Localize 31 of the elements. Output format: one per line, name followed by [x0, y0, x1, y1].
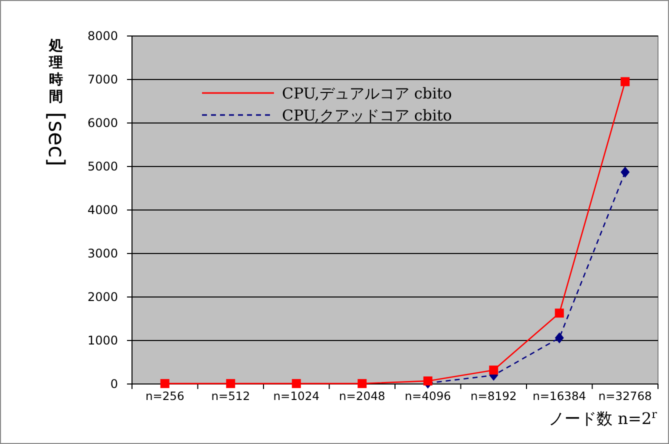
y-axis-title: 処理時間[sec] [43, 38, 68, 166]
point [160, 379, 170, 388]
x-tick-label: n=2048 [339, 389, 386, 403]
point [489, 366, 498, 375]
y-tick-label: 0 [110, 377, 118, 392]
y-tick-label: 1000 [87, 334, 118, 348]
legend-label: CPU,デュアルコア cbito [282, 84, 452, 102]
point [358, 379, 367, 388]
x-tick-label: n=8192 [470, 389, 517, 403]
x-tick-label: n=256 [145, 389, 184, 403]
point [423, 376, 432, 386]
legend-label: CPU,クアッドコア cbito [282, 106, 452, 124]
point [292, 379, 301, 388]
y-tick-label: 3000 [87, 246, 118, 261]
x-tick-label: n=16384 [532, 389, 586, 403]
y-tick-label: 7000 [87, 72, 118, 87]
x-axis-title: ノード数 n=2$^{r}$ [548, 408, 658, 428]
y-tick-label: 6000 [87, 116, 118, 130]
y-tick-label: 4000 [87, 203, 118, 218]
x-tick-label: n=4096 [404, 389, 451, 403]
point [226, 379, 236, 388]
point [620, 166, 630, 178]
point [554, 308, 564, 318]
point [620, 77, 630, 86]
y-tick-label: 5000 [87, 160, 118, 174]
x-tick-label: n=32768 [598, 389, 652, 403]
point [554, 332, 564, 344]
x-tick-label: n=512 [211, 389, 250, 403]
x-tick-label: n=1024 [273, 389, 320, 403]
y-tick-label: 2000 [87, 290, 118, 304]
y-tick-label: 8000 [87, 29, 118, 44]
